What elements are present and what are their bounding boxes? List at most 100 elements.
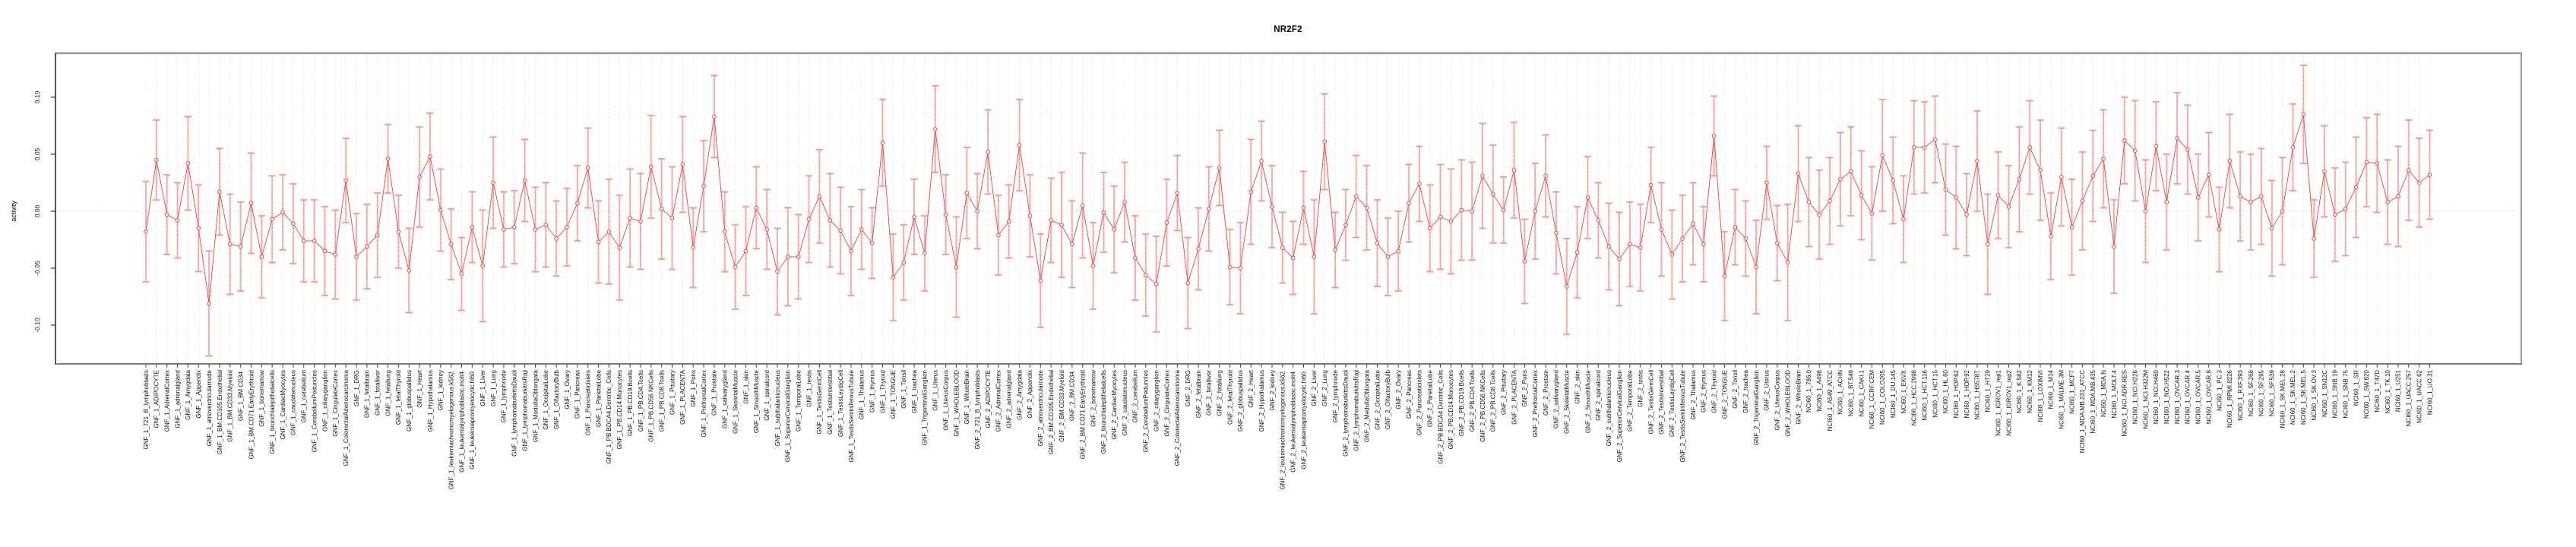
data-point [943,212,948,217]
category-label: GNF_2_CardiacMyocytes [1111,370,1118,440]
data-point [565,225,569,229]
category-label: NCI60_1_HCT.15 [1932,369,1938,417]
category-label: NCI60_1_BT.549 [1848,369,1855,416]
data-point [1154,282,1159,286]
category-label: GNF_1_BM.CD34. [237,370,244,421]
category-label: GNF_2_leukemiapromyelocytic.hl60. [1300,370,1307,470]
data-point [2006,204,2011,209]
data-point [2416,180,2422,185]
data-point [207,301,211,306]
category-label: GNF_1_SmoothMuscle [753,369,760,433]
category-label: NCI60_1_SK.MEL.5 [2300,369,2307,425]
category-label: GNF_2_lymphnode [1332,369,1339,422]
data-point [175,218,180,223]
data-point [1828,198,1832,204]
data-point [1891,178,1895,183]
category-label: GNF_1_BM.CD71.EarlyErythroid [248,370,255,459]
category-label: NCI60_1_CCRF.CEM [1869,370,1875,429]
data-point [1680,236,1685,241]
category-label: GNF_2_UterusCorpus [1774,370,1781,431]
category-label: GNF_1_leukemialymphoblastic.molt4. [458,370,465,473]
data-point [396,229,401,234]
data-point [796,255,801,259]
data-point [1270,204,1274,209]
data-point [2427,172,2432,177]
data-point [1290,255,1296,261]
data-point [1911,145,1916,150]
category-label: NCI60_1_IGROV1_rep1 [1995,369,2002,435]
category-label: NCI60_1_NCI.H522 [2163,369,2170,424]
category-label: NCI60_1_MOLT.4 [2111,369,2118,418]
category-label: GNF_2_TemporalLobe [1627,369,1634,431]
category-label: GNF_2_OccipitalLobe [1374,369,1381,429]
category-label: GNF_1_ColorectalAdenocarcinoma [343,369,350,466]
category-label: NCI60_1_UACC.62 [2416,369,2423,422]
data-point [701,184,706,188]
data-point [1669,252,1675,257]
category-label: NCI60_1_SF.268 [2248,369,2255,416]
data-point [1659,227,1664,232]
category-label: GNF_1_Pancreas [574,370,581,419]
category-label: GNF_2_721_B_lymphoblasts [974,370,981,450]
category-label: GNF_1_ADIPOCYTE [153,370,160,428]
data-point [2080,198,2085,204]
category-label: GNF_2_Amygdala [1016,369,1023,419]
data-point [1459,207,1464,213]
data-point [2406,168,2411,172]
category-label: GNF_1_MedullaOblongata [532,369,539,442]
category-label: NCI60_1_SF.539 [2269,369,2276,416]
data-point [407,268,412,273]
data-point [312,239,317,243]
data-point [2353,185,2359,190]
category-label: GNF_1_Pancreaticislets [585,370,592,435]
category-label: GNF_1_cerebellum [301,370,308,423]
data-point [1543,173,1548,179]
category-label: NCI60_1_MDA.MB.231_ATCC [2079,370,2086,453]
data-point [1859,193,1864,198]
category-label: GNF_1_TestisLeydigCell [837,370,844,437]
data-point [680,162,685,167]
category-label: GNF_1_Thalamus [859,370,866,419]
data-point [2227,159,2233,163]
data-point [1301,205,1306,210]
data-point [1922,145,1927,150]
data-point [1848,169,1853,174]
category-label: NCI60_1_UO.31 [2426,369,2433,415]
category-label: NCI60_1_SNB.19 [2332,369,2339,418]
category-label: GNF_2_Thyroid [1710,370,1717,413]
data-point [2175,136,2179,141]
category-label: GNF_2_kidney [1269,370,1276,410]
data-point [606,229,612,234]
data-point [2164,200,2169,204]
category-label: GNF_2_CingulateCortex [1163,370,1170,437]
data-point [2238,194,2243,199]
data-point [1869,211,1875,216]
category-label: GNF_1_Lung [490,370,497,406]
category-label: GNF_2_Hypothalamus [1258,370,1265,432]
data-point [1343,223,1348,227]
category-label: GNF_1_BM.CD33.Myeloid [227,370,234,442]
data-point [828,218,833,223]
category-label: GNF_1_caudatenucleus [290,370,297,435]
data-point [417,175,422,179]
category-label: NCI60_1_HOP.62 [1953,369,1960,418]
data-point [2375,161,2380,166]
category-label: GNF_2_salivarygland [1553,370,1560,428]
data-point [502,227,506,232]
category-label: GNF_2_AdrenalCortex [995,370,1002,432]
category-label: GNF_2_globuspallidus [1237,370,1244,432]
category-label: GNF_2_BM.CD71.EarlyErythroid [1079,370,1086,459]
category-label: GNF_1_PLACENTA [679,369,686,425]
data-point [448,242,454,247]
category-label: NCI60_1_NCI.H322M [2142,370,2149,429]
data-point [585,166,590,170]
category-label: GNF_2_ColorectalAdenocarcinoma [1174,369,1181,466]
data-point [491,180,495,185]
data-point [932,127,938,131]
category-label: GNF_1_fetalThyroid [395,370,402,425]
category-label: NCI60_1_U251 [2395,369,2402,412]
data-point [1049,218,1053,223]
category-label: GNF_1_salivarygland [722,370,729,428]
data-point [543,223,549,227]
category-label: GNF_1_OccipitalLobe [543,369,549,429]
